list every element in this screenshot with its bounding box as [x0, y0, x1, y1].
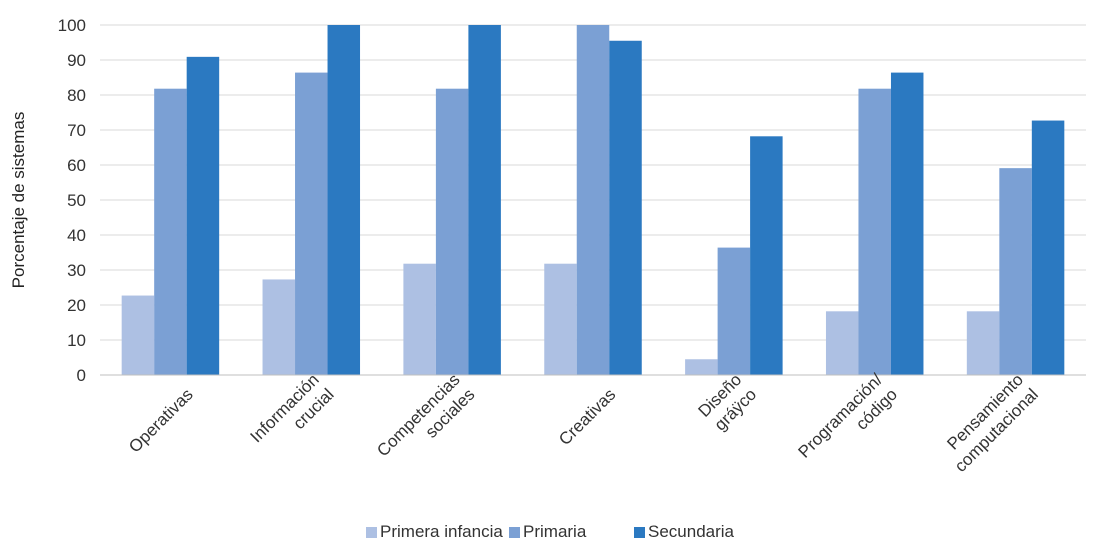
bar — [609, 40, 642, 375]
legend-swatch — [634, 527, 645, 538]
bar — [750, 136, 783, 375]
category-labels: Operativas Informacióncrucial Competencias… — [125, 370, 1042, 477]
y-axis-ticks: 0 10 20 30 40 50 60 70 80 90 100 — [58, 16, 86, 385]
bar — [435, 88, 469, 375]
category-label-line: Operativas — [125, 385, 197, 457]
category-label: Operativas — [125, 385, 197, 457]
bar — [999, 168, 1032, 375]
bar — [295, 72, 328, 375]
category-label: Diseñográÿco — [694, 370, 760, 436]
bar — [890, 72, 924, 375]
legend-swatch — [509, 527, 520, 538]
bar — [858, 88, 891, 375]
legend-label: Secundaria — [648, 522, 735, 541]
legend-label: Primera infancia — [380, 522, 503, 541]
y-tick-label: 10 — [67, 331, 86, 350]
bar — [403, 263, 436, 375]
bar — [121, 295, 155, 375]
y-tick-label: 70 — [67, 121, 86, 140]
bars — [121, 25, 1065, 375]
category-label: Pensamientocomputacional — [936, 370, 1042, 476]
y-tick-label: 90 — [67, 51, 86, 70]
y-tick-label: 80 — [67, 86, 86, 105]
y-tick-label: 20 — [67, 296, 86, 315]
bar — [685, 359, 718, 375]
category-label-line: Creativas — [555, 385, 619, 449]
bar — [717, 247, 751, 375]
y-tick-label: 0 — [77, 366, 86, 385]
category-label: Creativas — [555, 385, 619, 449]
bar — [186, 56, 220, 375]
bar — [262, 279, 296, 375]
bar — [1031, 120, 1065, 375]
legend-label: Primaria — [523, 522, 587, 541]
legend: Primera infancia Primaria Secundaria — [366, 522, 735, 541]
bar — [966, 311, 1000, 375]
bar — [468, 25, 501, 375]
bar — [544, 263, 577, 375]
category-label: Informacióncrucial — [247, 370, 338, 461]
y-axis-title: Porcentaje de sistemas — [9, 112, 28, 289]
bar — [154, 88, 187, 375]
y-tick-label: 50 — [67, 191, 86, 210]
y-tick-label: 100 — [58, 16, 86, 35]
bar — [576, 25, 610, 375]
y-tick-label: 60 — [67, 156, 86, 175]
category-label: Programación/código — [795, 370, 902, 477]
y-tick-label: 30 — [67, 261, 86, 280]
bar — [327, 25, 361, 375]
legend-swatch — [366, 527, 377, 538]
y-tick-label: 40 — [67, 226, 86, 245]
category-label: Competenciassociales — [373, 370, 478, 475]
bar — [825, 311, 859, 375]
